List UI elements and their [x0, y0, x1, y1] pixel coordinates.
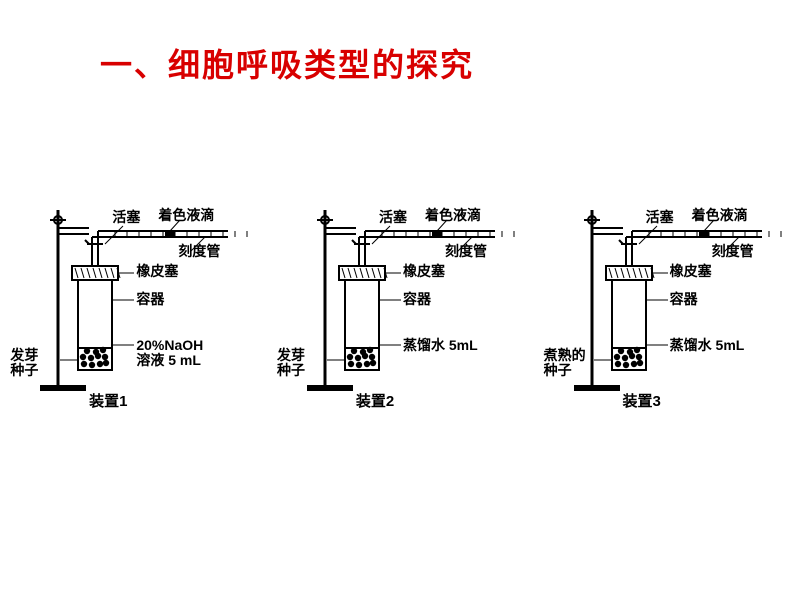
label-rubber-stopper: 橡皮塞: [136, 264, 178, 279]
apparatus-1: 活塞 着色液滴刻度管橡皮塞容器 20%NaOH溶液 5 mL 发芽种子装置1: [8, 200, 258, 420]
label-colored-drop: 着色液滴: [158, 208, 214, 223]
device-name-label: 装置2: [335, 390, 415, 411]
apparatus-2: 活塞 着色液滴刻度管橡皮塞容器蒸馏水 5mL 发芽种子装置2: [275, 200, 525, 420]
label-container: 容器: [136, 292, 164, 307]
label-seeds: 发芽种子: [277, 348, 327, 379]
label-container: 容器: [670, 292, 698, 307]
label-rubber-stopper: 橡皮塞: [403, 264, 445, 279]
label-container: 容器: [403, 292, 431, 307]
label-colored-drop: 着色液滴: [692, 208, 748, 223]
apparatus-diagram: [8, 200, 258, 420]
label-seeds: 发芽种子: [10, 348, 60, 379]
label-liquid: 蒸馏水 5mL: [403, 338, 478, 353]
apparatus-diagram: [542, 200, 792, 420]
page-title: 一、细胞呼吸类型的探究: [100, 40, 474, 86]
label-liquid: 蒸馏水 5mL: [670, 338, 745, 353]
device-name-label: 装置1: [68, 390, 148, 411]
label-stopcock: 活塞: [646, 210, 674, 225]
label-graduated-tube: 刻度管: [445, 244, 487, 259]
apparatus-diagram: [275, 200, 525, 420]
label-stopcock: 活塞: [112, 210, 140, 225]
label-colored-drop: 着色液滴: [425, 208, 481, 223]
apparatus-row: 活塞着色液滴刻度管橡皮塞容器20%NaOH溶液 5 mL发芽种子装置1活塞着色液…: [0, 200, 800, 420]
label-liquid: 20%NaOH溶液 5 mL: [136, 338, 203, 369]
label-graduated-tube: 刻度管: [712, 244, 754, 259]
label-graduated-tube: 刻度管: [178, 244, 220, 259]
label-seeds: 煮熟的种子: [544, 348, 594, 379]
label-stopcock: 活塞: [379, 210, 407, 225]
device-name-label: 装置3: [602, 390, 682, 411]
apparatus-3: 活塞 着色液滴刻度管橡皮塞容器蒸馏水 5mL 煮熟的种子装置3: [542, 200, 792, 420]
label-rubber-stopper: 橡皮塞: [670, 264, 712, 279]
